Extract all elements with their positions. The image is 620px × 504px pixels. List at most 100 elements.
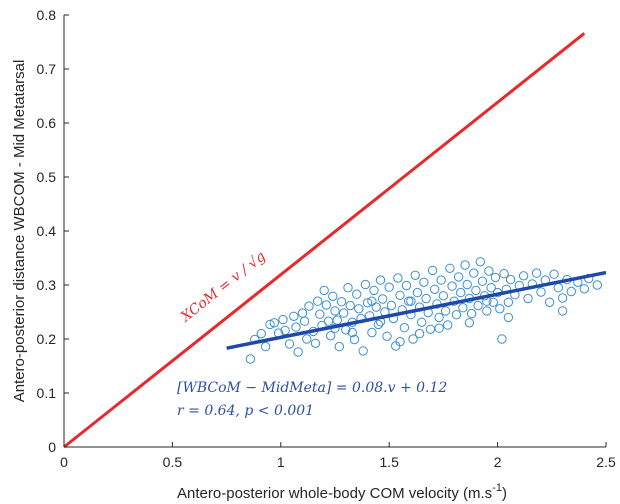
scatter-point	[302, 334, 312, 344]
scatter-point	[499, 269, 509, 279]
scatter-point	[531, 268, 542, 278]
scatter-point	[421, 293, 431, 304]
scatter-point	[280, 325, 290, 336]
scatter-point	[466, 308, 477, 319]
scatter-point	[475, 257, 485, 267]
scatter-point	[495, 304, 505, 314]
scatter-point	[490, 272, 501, 283]
scatter-point	[321, 300, 331, 310]
y-tick-label: 0.2	[37, 331, 57, 347]
scatter-point	[460, 260, 470, 270]
y-tick-label: 0.4	[37, 223, 57, 239]
scatter-point	[458, 303, 468, 313]
scatter-point	[477, 276, 488, 286]
scatter-point	[304, 301, 314, 311]
x-tick-label: 0	[60, 454, 68, 470]
scatter-point	[386, 300, 397, 311]
y-axis-ticks: 0 0.1 0.2 0.3 0.4 0.5 0.6 0.7 0.8	[37, 7, 69, 455]
scatter-point	[343, 283, 353, 293]
scatter-point	[505, 274, 516, 285]
scatter-point	[469, 268, 479, 278]
scatter-point	[360, 279, 371, 290]
scatter-point	[414, 328, 425, 339]
scatter-point	[339, 308, 349, 318]
x-axis-title-superscript: -1	[492, 482, 502, 494]
scatter-point	[425, 324, 436, 334]
scatter-point	[523, 293, 533, 304]
scatter-point	[382, 331, 392, 341]
scatter-point	[434, 323, 444, 333]
scatter-point	[367, 327, 377, 338]
scatter-point	[451, 310, 462, 320]
x-axis-title-end: )	[502, 485, 507, 502]
scatter-point	[284, 339, 295, 349]
x-tick-label: 1.5	[379, 454, 399, 470]
y-tick-label: 0.8	[37, 7, 57, 23]
scatter-point	[334, 341, 344, 352]
scatter-point	[566, 286, 576, 297]
scatter-point	[336, 297, 347, 307]
x-tick-label: 2.5	[596, 454, 616, 470]
scatter-point	[443, 320, 453, 330]
scatter-point	[395, 290, 405, 300]
scatter-point	[393, 273, 403, 283]
x-tick-label: 1	[277, 454, 285, 470]
y-tick-label: 0.5	[37, 169, 57, 185]
scatter-point	[544, 297, 555, 307]
scatter-point	[399, 323, 410, 333]
scatter-point	[445, 263, 455, 273]
scatter-point	[486, 283, 496, 293]
scatter-point	[256, 328, 266, 339]
scatter-point	[315, 309, 325, 319]
scatter-point	[293, 347, 303, 357]
scatter-point	[557, 306, 568, 316]
scatter-point	[401, 280, 412, 291]
scatter-point	[592, 280, 602, 290]
scatter-point	[299, 316, 310, 326]
x-axis-title: Antero-posterior whole-body COM velocity…	[177, 482, 507, 502]
regression-stats: r = 0.64, p < 0.001	[177, 403, 314, 419]
scatter-point	[332, 315, 342, 325]
scatter-point	[319, 285, 329, 296]
x-tick-label: 2	[494, 454, 502, 470]
scatter-point	[484, 266, 494, 276]
scatter-point	[447, 281, 457, 291]
scatter-point	[440, 306, 451, 316]
scatter-point	[453, 272, 464, 282]
scatter-point	[328, 291, 338, 301]
scatter-point	[497, 334, 507, 344]
scatter-point	[482, 306, 492, 316]
scatter-point	[373, 319, 384, 330]
scatter-point	[436, 275, 446, 285]
y-tick-label: 0.1	[37, 385, 57, 401]
y-tick-label: 0.7	[37, 61, 57, 77]
scatter-point	[289, 311, 299, 321]
scatter-point	[371, 302, 381, 312]
scatter-point	[384, 282, 394, 292]
scatter-point	[430, 284, 440, 294]
scatter-point	[291, 322, 301, 332]
scatter-point	[438, 291, 449, 301]
scatter-point	[488, 297, 498, 307]
scatter-point	[579, 284, 589, 294]
scatter-point	[404, 296, 414, 306]
scatter-point	[367, 296, 377, 306]
scatter-point	[354, 304, 364, 314]
scatter-point	[260, 341, 271, 352]
scatter-point	[549, 269, 559, 279]
scatter-point	[456, 287, 466, 298]
regression-equation: [WBCoM − MidMeta] = 0.08.v + 0.12	[177, 380, 447, 396]
y-tick-label: 0.3	[37, 277, 57, 293]
scatter-point	[419, 277, 429, 287]
scatter-point	[464, 318, 475, 328]
scatter-point	[378, 294, 388, 304]
scatter-point	[352, 289, 362, 299]
scatter-point	[375, 275, 386, 285]
scatter-point	[313, 296, 323, 306]
x-tick-label: 0.5	[163, 454, 183, 470]
regression-line	[226, 270, 607, 350]
scatter-point	[245, 354, 256, 364]
scatter-point	[326, 331, 336, 341]
scatter-point	[417, 317, 427, 327]
